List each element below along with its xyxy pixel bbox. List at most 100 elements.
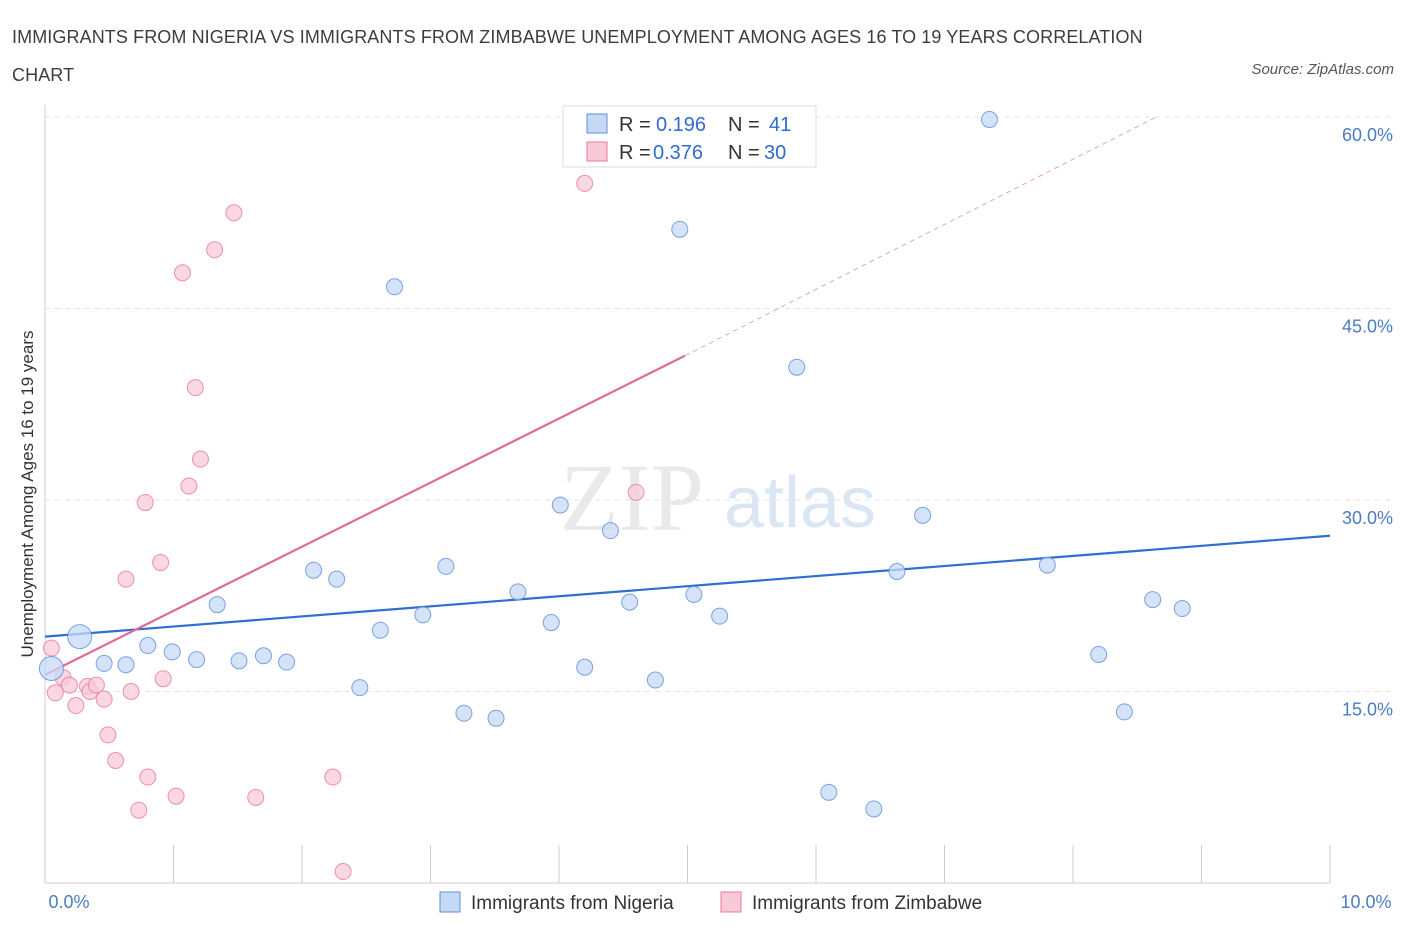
point-zimbabwe [87, 676, 105, 694]
point-nigeria [621, 593, 639, 611]
x-tick-labels: 0.0% 10.0% [48, 892, 1391, 912]
point-nigeria [414, 606, 432, 624]
point-zimbabwe [136, 494, 154, 512]
point-zimbabwe [107, 751, 125, 769]
point-zimbabwe [42, 639, 60, 657]
point-nigeria [386, 278, 404, 296]
point-nigeria [163, 643, 181, 661]
legend-swatch-nigeria [586, 113, 608, 134]
point-nigeria [865, 800, 883, 818]
point-nigeria [208, 596, 226, 614]
point-nigeria [38, 656, 64, 682]
point-nigeria [371, 621, 389, 639]
bottom-legend-swatch-zimbabwe [720, 891, 742, 913]
point-zimbabwe [206, 241, 224, 259]
point-nigeria [671, 220, 689, 238]
point-nigeria [711, 607, 729, 625]
gridlines [45, 116, 1390, 692]
point-nigeria [278, 653, 296, 671]
point-nigeria [455, 704, 473, 722]
legend-r-label: R = [619, 142, 651, 164]
trend-line-zimbabwe-extension [684, 116, 1157, 357]
point-nigeria [1115, 703, 1133, 721]
point-zimbabwe [60, 676, 78, 694]
y-axis-label: Unemployment Among Ages 16 to 19 years [18, 331, 37, 658]
point-zimbabwe [180, 477, 198, 495]
y-tick-label: 30.0% [1342, 508, 1393, 528]
point-zimbabwe [117, 570, 135, 588]
point-nigeria [1038, 556, 1056, 574]
point-nigeria [1173, 600, 1191, 618]
bottom-legend-label-nigeria: Immigrants from Nigeria [471, 893, 674, 914]
trend-line-nigeria [44, 534, 1331, 638]
point-nigeria [117, 656, 135, 674]
y-tick-label: 60.0% [1342, 125, 1393, 145]
point-zimbabwe [247, 788, 265, 806]
point-nigeria [576, 658, 594, 676]
point-zimbabwe [324, 768, 342, 786]
legend-r-label: R = [619, 114, 651, 136]
point-nigeria [914, 506, 932, 524]
point-zimbabwe [576, 174, 594, 192]
point-zimbabwe [186, 379, 204, 397]
point-nigeria [328, 570, 346, 588]
bottom-legend: Immigrants from Nigeria Immigrants from … [439, 891, 982, 914]
point-nigeria [487, 709, 505, 727]
legend-swatch-zimbabwe [586, 141, 608, 162]
point-nigeria [1144, 591, 1162, 609]
point-zimbabwe [627, 483, 645, 501]
point-zimbabwe [225, 204, 243, 222]
y-tick-label: 15.0% [1342, 700, 1393, 720]
x-tick-label: 0.0% [48, 892, 89, 912]
bottom-legend-label-zimbabwe: Immigrants from Zimbabwe [752, 893, 982, 914]
trendlines [44, 116, 1331, 676]
legend-n-value-nigeria: 41 [769, 114, 791, 136]
legend-box: R = 0.196 N = 41 R = 0.376 N = 30 [562, 105, 817, 168]
y-tick-label: 45.0% [1342, 317, 1393, 337]
point-nigeria [820, 783, 838, 801]
point-zimbabwe [154, 670, 172, 688]
point-nigeria [139, 637, 157, 655]
point-nigeria [542, 614, 560, 632]
point-zimbabwe [130, 801, 148, 819]
point-zimbabwe [191, 450, 209, 468]
point-nigeria [230, 652, 248, 670]
axes [44, 105, 1331, 884]
point-nigeria [1090, 645, 1108, 663]
x-tick-label: 10.0% [1340, 892, 1391, 912]
point-nigeria [351, 679, 369, 697]
point-zimbabwe [167, 787, 185, 805]
point-zimbabwe [99, 726, 117, 744]
point-nigeria [305, 561, 323, 579]
legend-r-value-zimbabwe: 0.376 [653, 142, 703, 164]
point-nigeria [437, 557, 455, 575]
point-nigeria [67, 624, 93, 650]
chart-title: IMMIGRANTS FROM NIGERIA VS IMMIGRANTS FR… [12, 27, 1143, 85]
point-zimbabwe [95, 690, 113, 708]
legend-n-label: N = [728, 114, 760, 136]
y-tick-labels: 15.0% 30.0% 45.0% 60.0% [1342, 125, 1393, 720]
bottom-legend-swatch-nigeria [439, 891, 461, 913]
point-nigeria [685, 585, 703, 603]
point-nigeria [980, 111, 998, 129]
watermark-atlas: atlas [724, 463, 876, 543]
legend-n-label: N = [728, 142, 760, 164]
source-note: Source: ZipAtlas.com [1251, 61, 1394, 78]
point-zimbabwe [152, 554, 170, 572]
point-zimbabwe [139, 768, 157, 786]
trend-line-zimbabwe [44, 354, 686, 676]
point-nigeria [551, 496, 569, 514]
point-nigeria [888, 562, 906, 580]
point-zimbabwe [173, 264, 191, 282]
point-nigeria [95, 654, 113, 672]
point-nigeria [509, 583, 527, 601]
point-nigeria [254, 647, 272, 665]
point-nigeria [646, 671, 664, 689]
point-zimbabwe [122, 683, 140, 700]
point-nigeria [788, 358, 806, 376]
point-zimbabwe [46, 684, 64, 702]
point-nigeria [188, 651, 206, 669]
data-points [38, 111, 1191, 881]
legend-r-value-nigeria: 0.196 [656, 114, 706, 136]
